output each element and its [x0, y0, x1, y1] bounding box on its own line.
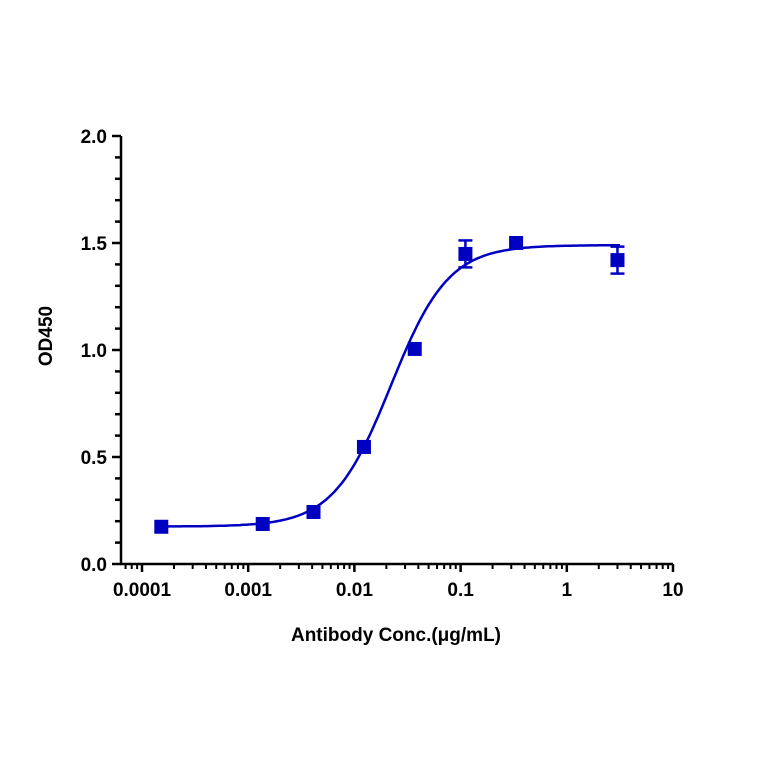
- x-tick-label: 0.1: [447, 580, 474, 601]
- x-axis-title: Antibody Conc.(μg/mL): [291, 625, 501, 646]
- x-tick-label: 0.001: [224, 580, 272, 601]
- fit-curve: [161, 243, 621, 528]
- data-point-marker: [610, 253, 625, 268]
- y-tick-label: 1.5: [81, 234, 108, 255]
- x-tick-label: 10: [662, 580, 683, 601]
- y-axis-title: OD450: [36, 306, 57, 366]
- axes: [112, 134, 675, 572]
- y-tick-label: 0.0: [81, 555, 107, 576]
- data-point-marker: [509, 236, 524, 250]
- y-tick-label: 1.0: [81, 341, 107, 362]
- x-tick-label: 1: [562, 580, 573, 601]
- x-tick-label: 0.0001: [113, 580, 172, 601]
- data-point-marker: [356, 439, 371, 454]
- data-point-marker: [407, 341, 422, 356]
- x-tick-label: 0.01: [336, 580, 373, 601]
- data-points: [154, 236, 625, 534]
- data-point-marker: [306, 504, 321, 519]
- y-tick-label: 2.0: [81, 127, 107, 148]
- y-tick-label: 0.5: [81, 448, 108, 469]
- data-point-marker: [154, 519, 169, 534]
- data-point-marker: [458, 246, 473, 261]
- tick-labels: 0.0 0.5 1.0 1.5 2.0 0.0001 0.001 0.01 0.1 1 10: [81, 127, 684, 601]
- data-point-marker: [255, 516, 270, 531]
